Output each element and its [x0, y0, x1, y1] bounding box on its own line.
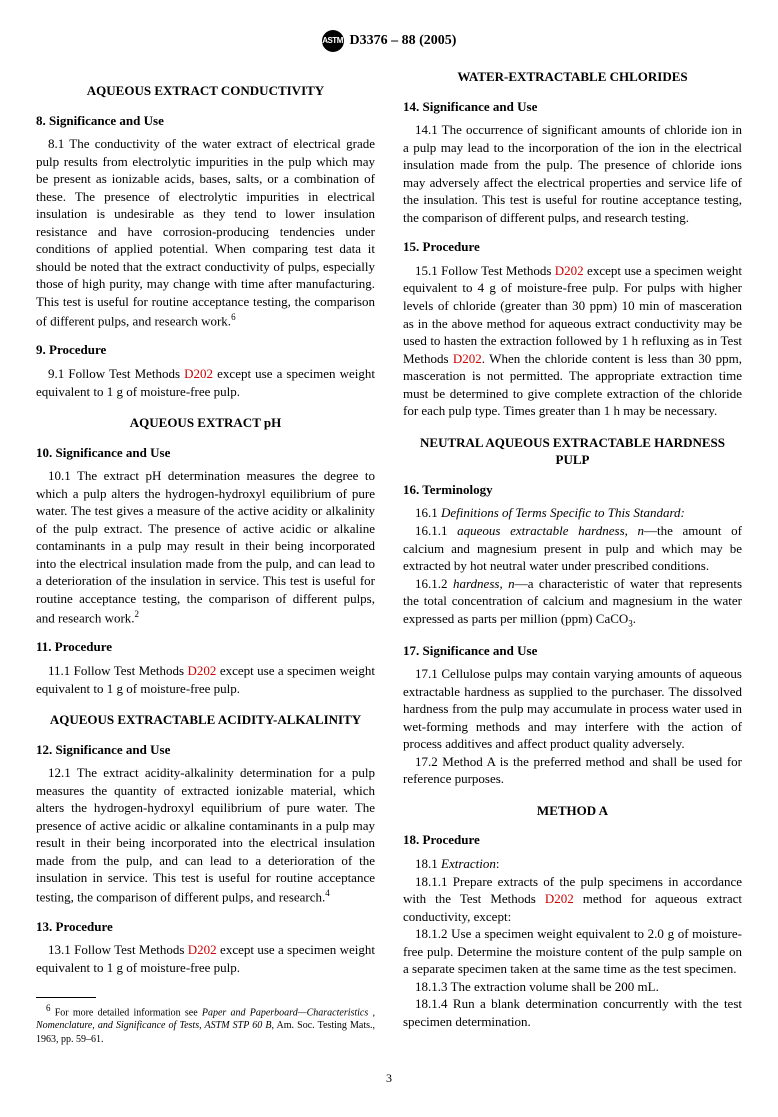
- para-12-1: 12.1 The extract acidity-alkalinity dete…: [36, 764, 375, 906]
- footnote-ref: 4: [325, 888, 330, 898]
- para-14-1: 14.1 The occurrence of significant amoun…: [403, 121, 742, 226]
- para-18-1-2: 18.1.2 Use a specimen weight equivalent …: [403, 925, 742, 978]
- heading-8: 8. Significance and Use: [36, 112, 375, 130]
- para-13-1: 13.1 Follow Test Methods D202 except use…: [36, 941, 375, 976]
- section-title: AQUEOUS EXTRACT pH: [36, 414, 375, 432]
- heading-18: 18. Procedure: [403, 831, 742, 849]
- link-d202[interactable]: D202: [555, 263, 584, 278]
- footnote-separator: [36, 997, 96, 998]
- link-d202[interactable]: D202: [184, 366, 213, 381]
- footnote-ref: 2: [135, 609, 140, 619]
- para-18-1-3: 18.1.3 The extraction volume shall be 20…: [403, 978, 742, 996]
- heading-10: 10. Significance and Use: [36, 444, 375, 462]
- para-17-2: 17.2 Method A is the preferred method an…: [403, 753, 742, 788]
- body-columns: AQUEOUS EXTRACT CONDUCTIVITY 8. Signific…: [36, 68, 742, 1046]
- footnote-6: 6 For more detailed information see Pape…: [36, 1002, 375, 1047]
- heading-16: 16. Terminology: [403, 481, 742, 499]
- para-16-1-2: 16.1.2 hardness, n—a characteristic of w…: [403, 575, 742, 630]
- heading-9: 9. Procedure: [36, 341, 375, 359]
- astm-logo-icon: ASTM: [322, 30, 344, 52]
- para-10-1: 10.1 The extract pH determination measur…: [36, 467, 375, 626]
- section-title: METHOD A: [403, 802, 742, 820]
- section-title: WATER-EXTRACTABLE CHLORIDES: [403, 68, 742, 86]
- para-18-1-1: 18.1.1 Prepare extracts of the pulp spec…: [403, 873, 742, 926]
- para-9-1: 9.1 Follow Test Methods D202 except use …: [36, 365, 375, 400]
- link-d202[interactable]: D202: [188, 663, 217, 678]
- document-header: ASTM D3376 – 88 (2005): [36, 30, 742, 52]
- doc-number: D3376 – 88 (2005): [350, 32, 457, 51]
- heading-17: 17. Significance and Use: [403, 642, 742, 660]
- section-title: AQUEOUS EXTRACTABLE ACIDITY-ALKALINITY: [36, 711, 375, 729]
- page-number: 3: [36, 1070, 742, 1086]
- heading-12: 12. Significance and Use: [36, 741, 375, 759]
- para-8-1: 8.1 The conductivity of the water extrac…: [36, 135, 375, 329]
- para-18-1-4: 18.1.4 Run a blank determination concurr…: [403, 995, 742, 1030]
- footnote-ref: 6: [231, 312, 236, 322]
- section-title: NEUTRAL AQUEOUS EXTRACTABLE HARDNESS PUL…: [403, 434, 742, 469]
- link-d202[interactable]: D202: [545, 891, 574, 906]
- section-title: AQUEOUS EXTRACT CONDUCTIVITY: [36, 82, 375, 100]
- link-d202[interactable]: D202: [188, 942, 217, 957]
- heading-13: 13. Procedure: [36, 918, 375, 936]
- para-15-1: 15.1 Follow Test Methods D202 except use…: [403, 262, 742, 420]
- heading-15: 15. Procedure: [403, 238, 742, 256]
- para-16-1: 16.1 Definitions of Terms Specific to Th…: [403, 504, 742, 522]
- para-17-1: 17.1 Cellulose pulps may contain varying…: [403, 665, 742, 753]
- para-16-1-1: 16.1.1 aqueous extractable hardness, n—t…: [403, 522, 742, 575]
- heading-11: 11. Procedure: [36, 638, 375, 656]
- link-d202[interactable]: D202: [453, 351, 482, 366]
- para-11-1: 11.1 Follow Test Methods D202 except use…: [36, 662, 375, 697]
- para-18-1: 18.1 Extraction:: [403, 855, 742, 873]
- heading-14: 14. Significance and Use: [403, 98, 742, 116]
